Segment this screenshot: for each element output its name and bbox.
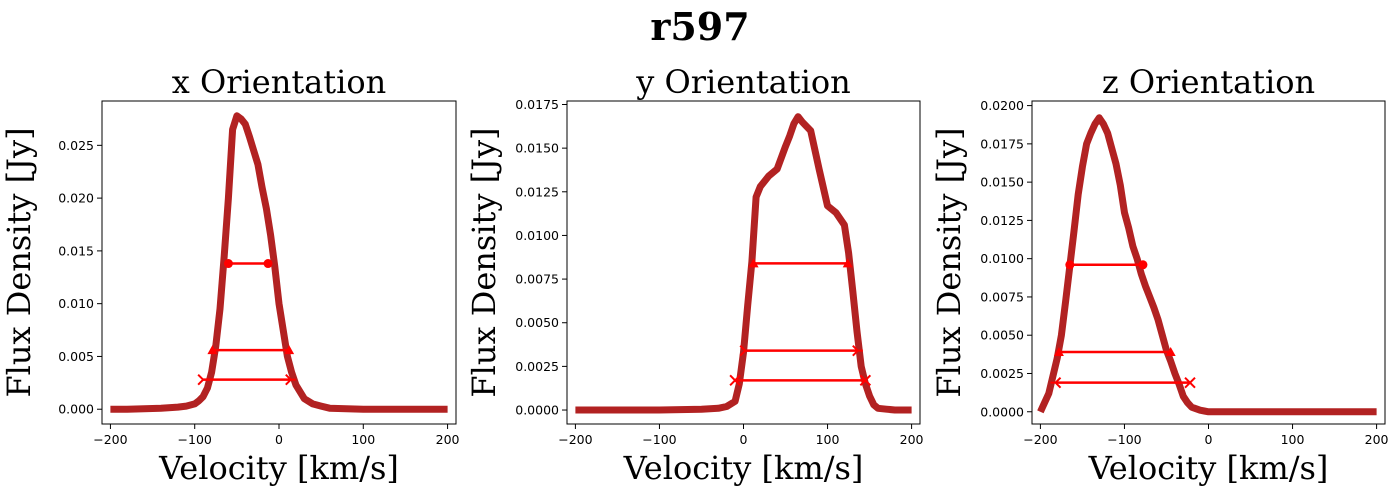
x-tick-label: −200 [93, 432, 127, 447]
width-marker-right [859, 374, 872, 387]
y-tick-label: 0.0175 [980, 136, 1024, 151]
y-tick-label: 0.0025 [980, 366, 1024, 381]
x-tick-label: −200 [1023, 432, 1057, 447]
spectrum-line [575, 113, 912, 414]
width-marker-left [1053, 347, 1064, 357]
x-axis-label: Velocity [km/s] [1088, 449, 1329, 487]
y-axis-label: Flux Density [Jy] [930, 127, 968, 397]
width-marker-right [1184, 376, 1196, 389]
x-tick-label: 200 [436, 432, 460, 447]
y-tick-label: 0.0025 [515, 359, 559, 374]
y-tick-label: 0.0100 [515, 228, 559, 243]
y-tick-label: 0.0125 [515, 184, 559, 199]
chart-panel: z Orientation −200 −100 0 100 200 0.0000 0.0025… [930, 63, 1389, 487]
y-tick-label: 0.025 [58, 138, 94, 153]
x-tick-label: 100 [1281, 432, 1305, 447]
x-tick-label: −100 [178, 432, 212, 447]
y-tick-label: 0.0000 [980, 404, 1024, 419]
y-tick-label: 0.0050 [515, 315, 559, 330]
y-tick-label: 0.0000 [515, 403, 559, 418]
y-tick-label: 0.0075 [980, 289, 1024, 304]
width-marker-left [1050, 376, 1062, 389]
x-tick-label: −100 [642, 432, 676, 447]
y-axis-label: Flux Density [Jy] [0, 127, 38, 397]
x-tick-label: 100 [351, 432, 375, 447]
figure-title: r597 [650, 4, 749, 49]
x-tick-label: −200 [558, 432, 592, 447]
width-marker-right [1138, 260, 1148, 270]
y-tick-label: 0.0150 [515, 141, 559, 156]
x-axis-label: Velocity [km/s] [623, 449, 864, 487]
x-tick-label: 200 [900, 432, 924, 447]
y-tick-label: 0.020 [58, 191, 94, 206]
width-marker-left [748, 258, 759, 268]
width-marker-right [263, 259, 273, 269]
chart-panels: x Orientation −200 −100 0 100 200 0.000 0.005 0.… [0, 63, 1389, 487]
width-marker-left [1065, 260, 1075, 270]
y-tick-label: 0.0200 [980, 98, 1024, 113]
y-axis-label: Flux Density [Jy] [465, 127, 503, 397]
width-marker-left [739, 344, 751, 357]
chart-panel: y Orientation −200 −100 0 100 200 0.0000 0.0025… [465, 63, 924, 487]
axes-frame [1031, 100, 1386, 425]
y-tick-label: 0.0050 [980, 328, 1024, 343]
y-tick-label: 0.000 [58, 402, 94, 417]
x-tick-label: 0 [740, 432, 748, 447]
width-marker-right [284, 345, 295, 355]
y-tick-label: 0.010 [58, 296, 94, 311]
y-tick-label: 0.0175 [515, 97, 559, 112]
y-tick-label: 0.0075 [515, 272, 559, 287]
x-axis-label: Velocity [km/s] [158, 449, 399, 487]
width-marker-right [285, 373, 296, 386]
width-marker-right [1165, 347, 1176, 357]
x-tick-label: −100 [1107, 432, 1141, 447]
spectrum-line [110, 112, 448, 413]
y-tick-label: 0.0100 [980, 251, 1024, 266]
width-marker-right [842, 258, 853, 268]
y-tick-label: 0.005 [58, 349, 94, 364]
axes-frame [566, 100, 921, 425]
y-tick-label: 0.0125 [980, 213, 1024, 228]
width-marker-right [852, 344, 863, 357]
width-marker-left [729, 374, 741, 387]
width-marker-left [207, 345, 218, 355]
panel-title: y Orientation [635, 63, 850, 101]
panel-title: z Orientation [1102, 63, 1315, 101]
panel-title: x Orientation [172, 63, 386, 101]
x-tick-label: 100 [816, 432, 840, 447]
y-tick-label: 0.015 [58, 243, 94, 258]
width-marker-left [223, 259, 233, 269]
width-marker-left [197, 373, 209, 386]
y-tick-label: 0.0150 [980, 175, 1024, 190]
x-tick-label: 200 [1365, 432, 1389, 447]
axes-frame [101, 100, 457, 425]
x-tick-label: 0 [1205, 432, 1213, 447]
chart-panel: x Orientation −200 −100 0 100 200 0.000 0.005 0.… [0, 63, 460, 487]
x-tick-label: 0 [275, 432, 283, 447]
